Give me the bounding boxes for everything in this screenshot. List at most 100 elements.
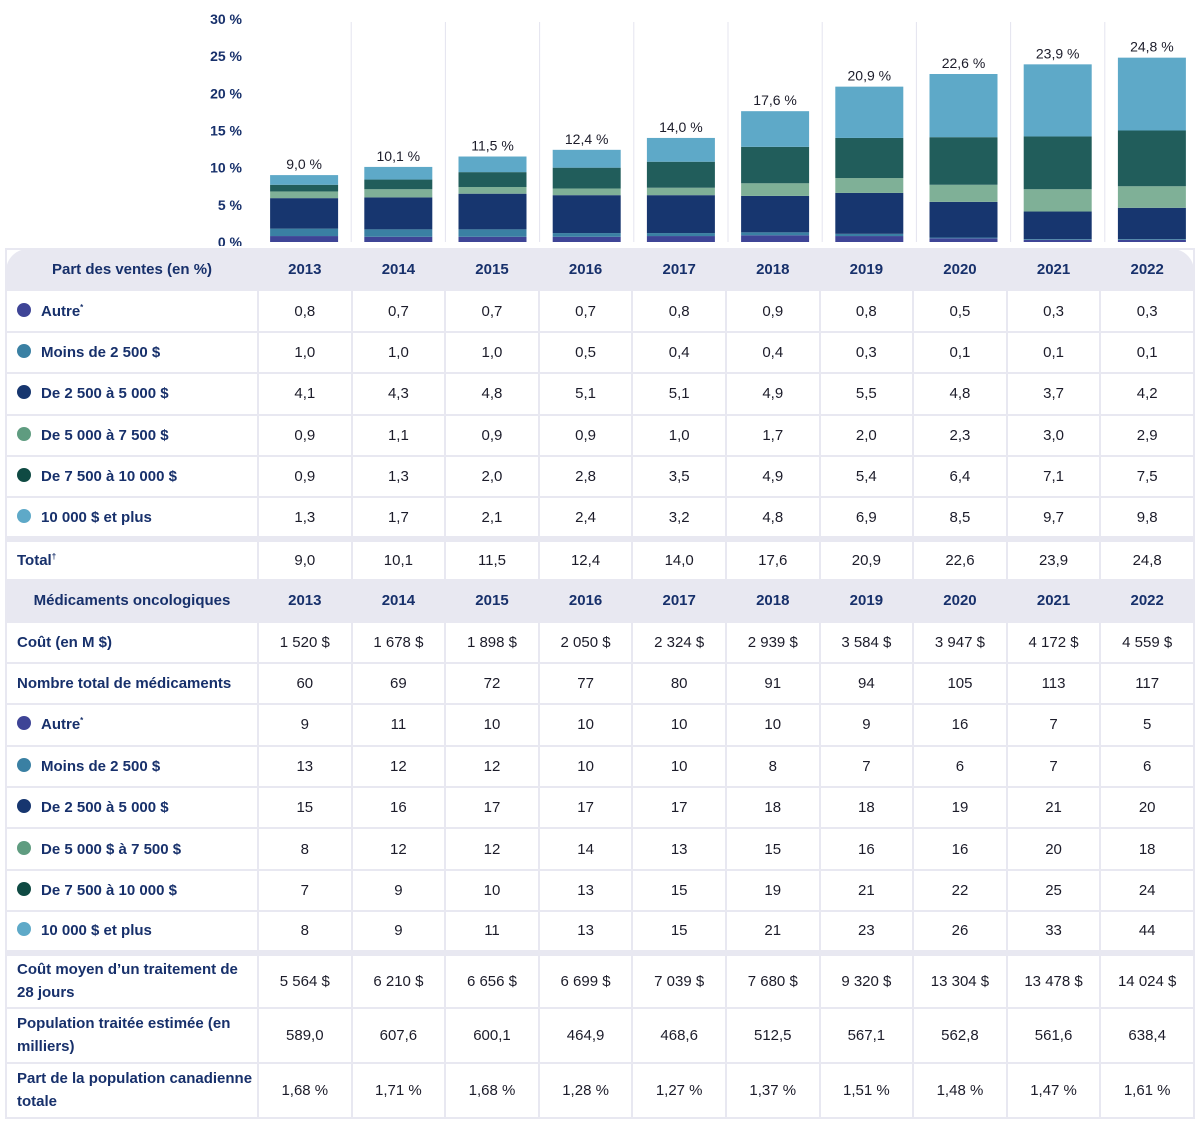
- legend-dot-icon: [17, 426, 31, 441]
- table-cell: 1,3: [257, 496, 353, 540]
- table-cell: 117: [1099, 661, 1195, 706]
- bar-segment: [741, 146, 810, 184]
- table-cell: 1,47 %: [1005, 1061, 1102, 1119]
- table-cell: 23,9: [1005, 535, 1102, 582]
- bar-segment: [270, 236, 339, 242]
- bar-segment: [552, 188, 621, 196]
- table-cell: 2 324 $: [631, 620, 727, 664]
- table-cell: 1,68 %: [444, 1061, 540, 1119]
- total-data-label: 24,8 %: [1130, 39, 1174, 55]
- row-label-text: Population traitée estimée (en milliers): [17, 1015, 231, 1056]
- row-label-text: Total: [17, 551, 52, 569]
- table-cell: 0,7: [350, 289, 447, 333]
- table-cell: 72: [444, 661, 540, 706]
- y-tick-label: 0 %: [218, 234, 243, 246]
- table-cell: 9: [350, 868, 447, 913]
- table-cell: 8: [257, 910, 353, 954]
- legend-dot-icon: [17, 882, 31, 897]
- table-cell: 1,0: [257, 330, 353, 375]
- y-tick-label: 15 %: [210, 123, 242, 139]
- year-header: 2022: [1099, 579, 1195, 623]
- table-cell: 15: [631, 868, 727, 913]
- table-cell: 5 564 $: [257, 949, 353, 1009]
- bar-segment: [929, 237, 998, 239]
- table-cell: 0,4: [631, 330, 727, 375]
- bar-segment: [1117, 207, 1186, 240]
- bar-segment: [646, 161, 715, 188]
- table-cell: 9,0: [257, 535, 353, 582]
- table-cell: 0,8: [818, 289, 915, 333]
- stacked-bar-chart: 0 % 5 % 10 % 15 % 20 % 25 % 30 % 9,0 % 10,1 % 11,…: [210, 11, 1186, 246]
- bar-segment: [1023, 189, 1092, 212]
- table-cell: 5,1: [631, 372, 727, 416]
- table-cell: 17: [631, 786, 727, 830]
- table-cell: 4 559 $: [1099, 620, 1195, 664]
- bar-segment: [741, 195, 810, 233]
- bar-segment: [552, 149, 621, 168]
- table-row: Total† 9,0 10,1 11,5 12,4 14,0 17,6 20,9 22,6 23,…: [5, 535, 1195, 582]
- table-cell: 1,7: [350, 496, 447, 540]
- row-label: Population traitée estimée (en milliers): [5, 1006, 259, 1064]
- table-cell: 7: [257, 868, 353, 913]
- table-cell: 6 699 $: [537, 949, 634, 1009]
- bar-segment: [1117, 57, 1186, 131]
- table-cell: 10: [631, 703, 727, 747]
- table-cell: 11: [350, 703, 447, 747]
- table-row: Population traitée estimée (en milliers)…: [5, 1006, 1195, 1064]
- table-cell: 15: [724, 827, 821, 871]
- bar-segment: [458, 172, 527, 187]
- year-header: 2017: [631, 579, 727, 623]
- bar-segment: [364, 229, 433, 237]
- row-label: De 7 500 à 10 000 $: [5, 454, 259, 499]
- table-cell: 15: [631, 910, 727, 954]
- bar-segment: [458, 193, 527, 230]
- table-row: Moins de 2 500 $13 12 12 10 10 8 7 6 7 6: [5, 744, 1195, 789]
- bar-segment: [458, 236, 527, 242]
- table-cell: 9: [818, 703, 915, 747]
- bar-segment: [835, 236, 904, 242]
- table-cell: 0,7: [537, 289, 634, 333]
- table-cell: 44: [1099, 910, 1195, 954]
- bar-segment: [270, 175, 339, 185]
- table-cell: 0,3: [1005, 289, 1102, 333]
- bar-segment: [270, 184, 339, 192]
- table-cell: 24,8: [1099, 535, 1195, 582]
- bar-segment: [835, 86, 904, 138]
- table-cell: 0,9: [444, 413, 540, 457]
- table-cell: 20,9: [818, 535, 915, 582]
- row-label-text: Part de la population canadienne totale: [17, 1070, 253, 1111]
- year-header: 2021: [1005, 247, 1102, 292]
- table-cell: 13: [257, 744, 353, 789]
- table-cell: 1,27 %: [631, 1061, 727, 1119]
- table-cell: 33: [1005, 910, 1102, 954]
- row-label-text: Coût (en M $): [17, 633, 112, 651]
- table-cell: 60: [257, 661, 353, 706]
- row-label-text: De 5 000 à 7 500 $: [41, 426, 169, 444]
- table-row: 10 000 $ et plus 1,3 1,7 2,1 2,4 3,2 4,8 6,9 8,5…: [5, 496, 1195, 540]
- table-cell: 2,4: [537, 496, 634, 540]
- table-cell: 9 320 $: [818, 949, 915, 1009]
- bar-segment: [1023, 136, 1092, 190]
- table-cell: 105: [912, 661, 1008, 706]
- table-cell: 10,1: [350, 535, 447, 582]
- table-cell: 12,4: [537, 535, 634, 582]
- table-cell: 2,1: [444, 496, 540, 540]
- bar-segment: [364, 236, 433, 242]
- year-header: 2019: [818, 579, 915, 623]
- table-cell: 1,48 %: [912, 1061, 1008, 1119]
- row-label: De 5 000 à 7 500 $: [5, 413, 259, 457]
- table-cell: 2 939 $: [724, 620, 821, 664]
- row-label: Total†: [5, 535, 259, 582]
- table-cell: 4,8: [912, 372, 1008, 416]
- table-cell: 0,9: [257, 454, 353, 499]
- table-cell: 14,0: [631, 535, 727, 582]
- year-header: 2013: [257, 247, 353, 292]
- legend-dot-icon: [17, 757, 31, 772]
- year-header: 2014: [350, 579, 447, 623]
- table-cell: 2,3: [912, 413, 1008, 457]
- table-cell: 113: [1005, 661, 1102, 706]
- table-cell: 0,1: [912, 330, 1008, 375]
- table-cell: 21: [724, 910, 821, 954]
- table-cell: 22: [912, 868, 1008, 913]
- row-label-text: Moins de 2 500 $: [41, 343, 161, 361]
